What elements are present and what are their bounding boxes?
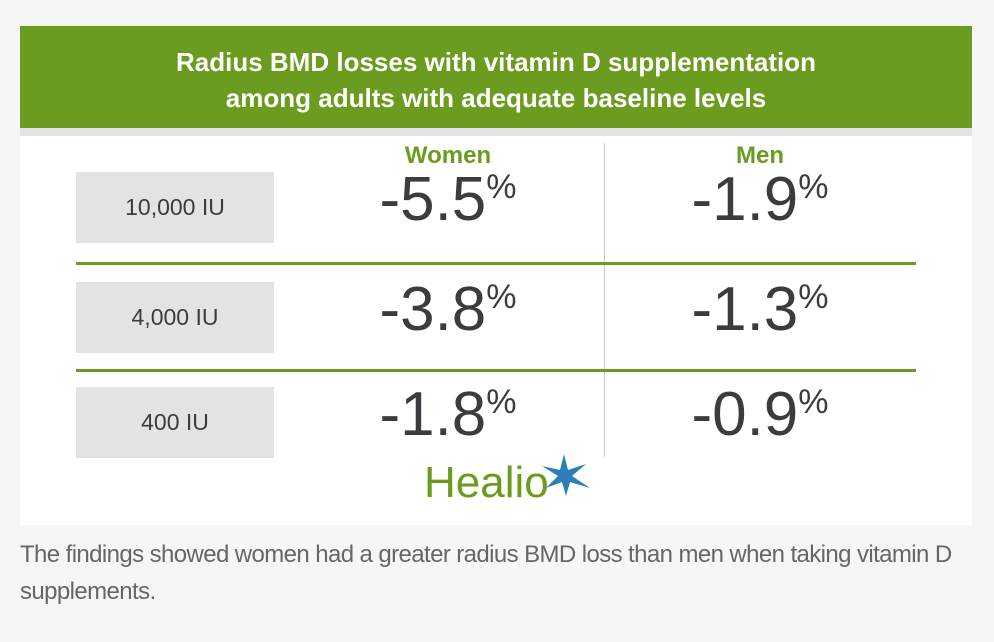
value-cell: -1.3% — [610, 274, 910, 345]
value-cell: -3.8% — [298, 274, 598, 345]
value-number: -0.9 — [691, 380, 799, 449]
column-header: Women — [404, 142, 492, 169]
value-unit: % — [486, 168, 517, 206]
caption: The findings showed women had a greater … — [20, 541, 952, 605]
value-number: -1.3 — [691, 275, 799, 344]
row-separator — [76, 369, 916, 372]
value-cell: -1.8% — [298, 379, 598, 450]
value-cell: -1.9% — [610, 164, 910, 235]
value-unit: % — [798, 278, 829, 316]
dose-label: 4,000 IU — [76, 282, 274, 353]
title-line: Radius BMD losses with vitamin D supplem… — [176, 47, 816, 77]
title-line: among adults with adequate baseline leve… — [225, 83, 767, 113]
header: Radius BMD losses with vitamin D supplem… — [20, 26, 972, 128]
value-unit: % — [486, 278, 517, 316]
value-cell: -5.5% — [298, 164, 598, 235]
logo: Healio — [424, 458, 549, 507]
dose-label: 10,000 IU — [76, 172, 274, 243]
logo-star — [542, 454, 590, 496]
value-number: -1.8 — [379, 380, 487, 449]
value-unit: % — [486, 383, 517, 421]
header-shadow — [20, 128, 972, 136]
value-number: -3.8 — [379, 275, 487, 344]
value-unit: % — [798, 383, 829, 421]
dose-label: 400 IU — [76, 387, 274, 458]
column-header: Men — [736, 142, 784, 169]
value-number: -1.9 — [691, 165, 799, 234]
row-separator — [76, 262, 916, 265]
value-cell: -0.9% — [610, 379, 910, 450]
value-number: -5.5 — [379, 165, 487, 234]
value-unit: % — [798, 168, 829, 206]
column-divider — [604, 143, 605, 457]
